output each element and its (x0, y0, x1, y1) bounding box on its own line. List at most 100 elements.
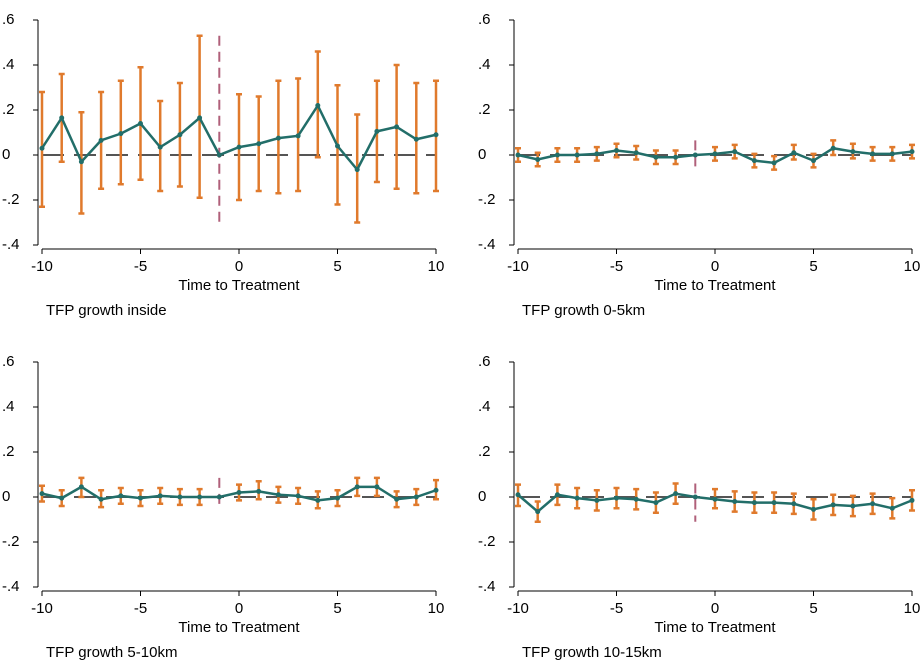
x-axis-label: Time to Treatment (178, 619, 300, 636)
estimate-point (118, 493, 124, 499)
estimate-point (712, 151, 718, 157)
y-tick-label: 0 (478, 488, 486, 505)
y-tick-label: .6 (478, 353, 491, 370)
estimate-point (850, 149, 856, 155)
panel-title: TFP growth 10-15km (522, 644, 662, 661)
estimate-point (614, 148, 619, 153)
y-tick-label: .4 (2, 398, 15, 415)
x-axis-label: Time to Treatment (654, 619, 776, 636)
estimate-point (177, 494, 183, 500)
estimate-point (574, 495, 580, 501)
y-tick-label: -.4 (478, 236, 496, 253)
estimate-point (732, 149, 738, 155)
estimate-point (633, 150, 639, 156)
estimate-point (870, 501, 876, 507)
x-tick-label: -10 (507, 600, 529, 617)
y-tick-label: .2 (2, 443, 15, 460)
x-tick-label: 5 (333, 258, 341, 275)
x-axis-label: Time to Treatment (178, 277, 300, 294)
x-tick-label: 5 (809, 600, 817, 617)
y-tick-label: .2 (478, 101, 491, 118)
x-tick-label: -5 (134, 258, 147, 275)
estimate-point (197, 115, 203, 121)
panel-title: TFP growth 5-10km (46, 644, 177, 661)
estimate-point (413, 136, 419, 142)
estimate-point (791, 501, 797, 507)
y-tick-label: 0 (2, 488, 10, 505)
estimate-point (138, 121, 143, 126)
y-tick-label: .4 (2, 56, 15, 73)
estimate-point (870, 151, 876, 157)
estimate-point (374, 484, 380, 490)
estimate-point (830, 145, 836, 151)
estimate-point (535, 509, 541, 515)
x-tick-label: 10 (428, 258, 445, 275)
y-tick-label: -.4 (478, 578, 496, 595)
estimate-point (673, 154, 679, 160)
estimate-point (39, 145, 45, 151)
estimate-point (889, 505, 895, 511)
estimate-point (256, 141, 262, 147)
estimate-point (909, 149, 915, 155)
estimate-point (78, 484, 84, 490)
estimate-point (374, 128, 380, 134)
estimate-point (515, 492, 521, 498)
estimate-point (394, 124, 400, 130)
estimate-point (433, 487, 439, 493)
y-tick-label: .2 (478, 443, 491, 460)
estimate-point (354, 484, 360, 490)
estimate-point (751, 500, 757, 506)
estimate-point (811, 506, 816, 512)
estimate-point (413, 494, 419, 500)
estimate-point (98, 137, 104, 143)
estimate-point (118, 131, 124, 137)
x-tick-label: -10 (507, 258, 529, 275)
estimate-point (830, 502, 836, 508)
x-tick-label: 0 (235, 600, 243, 617)
estimate-point (653, 154, 659, 160)
x-tick-label: 0 (235, 258, 243, 275)
estimate-point (554, 492, 560, 498)
estimate-point (771, 500, 777, 506)
estimate-point (614, 495, 619, 501)
estimate-point (315, 103, 321, 108)
estimate-point (751, 158, 757, 164)
x-tick-label: 0 (711, 600, 719, 617)
x-tick-label: 0 (711, 258, 719, 275)
estimate-point (771, 160, 777, 166)
y-tick-label: 0 (2, 146, 10, 163)
y-tick-label: -.4 (2, 578, 20, 595)
estimate-point (335, 143, 340, 149)
estimate-point (275, 492, 281, 498)
estimate-point (197, 494, 203, 500)
estimate-point (732, 499, 738, 504)
x-tick-label: -5 (610, 258, 623, 275)
estimate-point (295, 133, 301, 139)
estimate-point (692, 152, 698, 158)
estimate-point (811, 158, 816, 164)
estimate-point (216, 494, 222, 500)
estimate-point (889, 151, 895, 157)
estimate-point (692, 494, 698, 500)
x-tick-label: -5 (610, 600, 623, 617)
estimate-point (59, 495, 65, 501)
x-tick-label: 5 (333, 600, 341, 617)
estimate-point (594, 497, 600, 503)
x-tick-label: 5 (809, 258, 817, 275)
y-tick-label: .6 (2, 11, 15, 28)
estimate-point (177, 132, 183, 138)
estimate-point (594, 151, 600, 157)
estimate-point (157, 144, 163, 150)
estimate-point (216, 152, 222, 158)
x-tick-label: 10 (428, 600, 445, 617)
estimate-point (59, 115, 65, 121)
x-tick-label: -10 (31, 600, 53, 617)
estimate-point (236, 144, 242, 150)
estimate-point (712, 496, 718, 502)
estimate-point (791, 150, 797, 156)
estimate-point (138, 495, 143, 501)
x-tick-label: 10 (904, 600, 921, 617)
y-tick-label: .4 (478, 56, 491, 73)
